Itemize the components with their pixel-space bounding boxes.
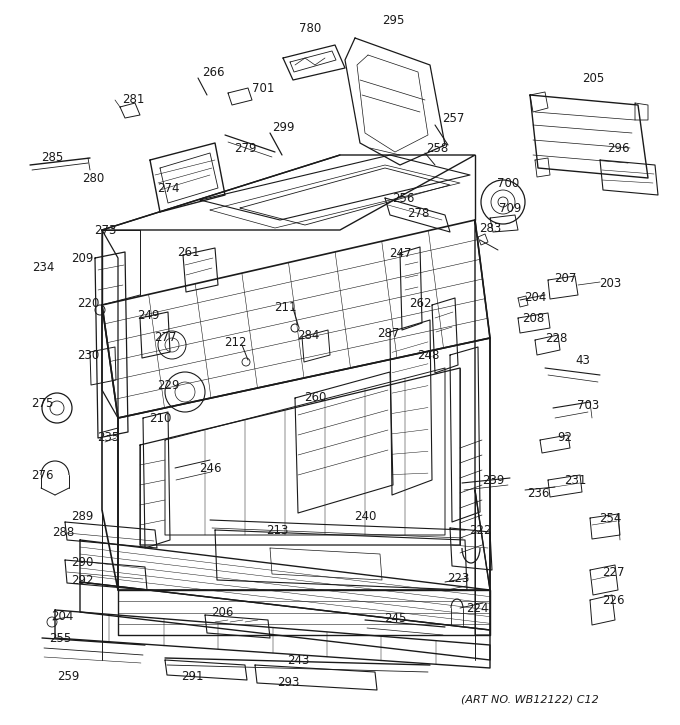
Text: 277: 277 (154, 331, 176, 344)
Text: 292: 292 (71, 573, 93, 587)
Text: (ART NO. WB12122) C12: (ART NO. WB12122) C12 (461, 695, 599, 705)
Text: 275: 275 (31, 397, 53, 410)
Text: 279: 279 (234, 141, 256, 154)
Text: 229: 229 (157, 378, 180, 392)
Text: 220: 220 (77, 297, 99, 310)
Text: 243: 243 (287, 653, 309, 666)
Text: 274: 274 (157, 181, 180, 194)
Text: 291: 291 (181, 671, 203, 684)
Text: 290: 290 (71, 557, 93, 570)
Text: 284: 284 (296, 328, 319, 341)
Text: 236: 236 (527, 486, 549, 500)
Text: 224: 224 (466, 602, 488, 615)
Text: 261: 261 (177, 246, 199, 259)
Text: 204: 204 (524, 291, 546, 304)
Text: 211: 211 (274, 300, 296, 313)
Text: 207: 207 (554, 271, 576, 284)
Text: 239: 239 (482, 473, 504, 486)
Text: 266: 266 (202, 65, 224, 78)
Text: 204: 204 (51, 610, 73, 624)
Text: 235: 235 (97, 431, 119, 444)
Text: 227: 227 (602, 566, 624, 579)
Text: 209: 209 (71, 252, 93, 265)
Text: 226: 226 (602, 594, 624, 607)
Text: 295: 295 (381, 14, 404, 27)
Text: 255: 255 (49, 631, 71, 645)
Text: 283: 283 (479, 222, 501, 234)
Text: 231: 231 (564, 473, 586, 486)
Text: 245: 245 (384, 611, 406, 624)
Text: 43: 43 (575, 354, 590, 367)
Text: 248: 248 (417, 349, 439, 362)
Text: 273: 273 (94, 223, 116, 236)
Text: 262: 262 (409, 297, 431, 310)
Text: 260: 260 (304, 391, 326, 404)
Text: 296: 296 (607, 141, 629, 154)
Text: 288: 288 (52, 526, 74, 539)
Text: 205: 205 (582, 72, 604, 85)
Text: 258: 258 (426, 141, 448, 154)
Text: 222: 222 (469, 523, 491, 536)
Text: 700: 700 (497, 176, 519, 189)
Text: 246: 246 (199, 462, 221, 474)
Text: 92: 92 (558, 431, 573, 444)
Text: 701: 701 (252, 81, 274, 94)
Text: 293: 293 (277, 676, 299, 689)
Text: 208: 208 (522, 312, 544, 325)
Text: 281: 281 (122, 93, 144, 106)
Text: 285: 285 (41, 151, 63, 164)
Text: 259: 259 (57, 671, 79, 684)
Text: 212: 212 (224, 336, 246, 349)
Text: 278: 278 (407, 207, 429, 220)
Text: 709: 709 (499, 202, 521, 215)
Text: 780: 780 (299, 22, 321, 35)
Text: 234: 234 (32, 260, 54, 273)
Text: 276: 276 (31, 468, 53, 481)
Text: 228: 228 (545, 331, 567, 344)
Text: 230: 230 (77, 349, 99, 362)
Text: 254: 254 (599, 512, 622, 524)
Text: 257: 257 (442, 112, 464, 125)
Text: 210: 210 (149, 412, 171, 425)
Text: 299: 299 (272, 120, 294, 133)
Text: 287: 287 (377, 326, 399, 339)
Text: 256: 256 (392, 191, 414, 204)
Text: 206: 206 (211, 607, 233, 619)
Text: 247: 247 (389, 247, 411, 260)
Text: 203: 203 (599, 276, 621, 289)
Text: 280: 280 (82, 172, 104, 184)
Text: 240: 240 (354, 510, 376, 523)
Text: 289: 289 (71, 510, 93, 523)
Text: 213: 213 (266, 523, 288, 536)
Text: 703: 703 (577, 399, 599, 412)
Text: 223: 223 (447, 571, 469, 584)
Text: 249: 249 (137, 309, 159, 321)
